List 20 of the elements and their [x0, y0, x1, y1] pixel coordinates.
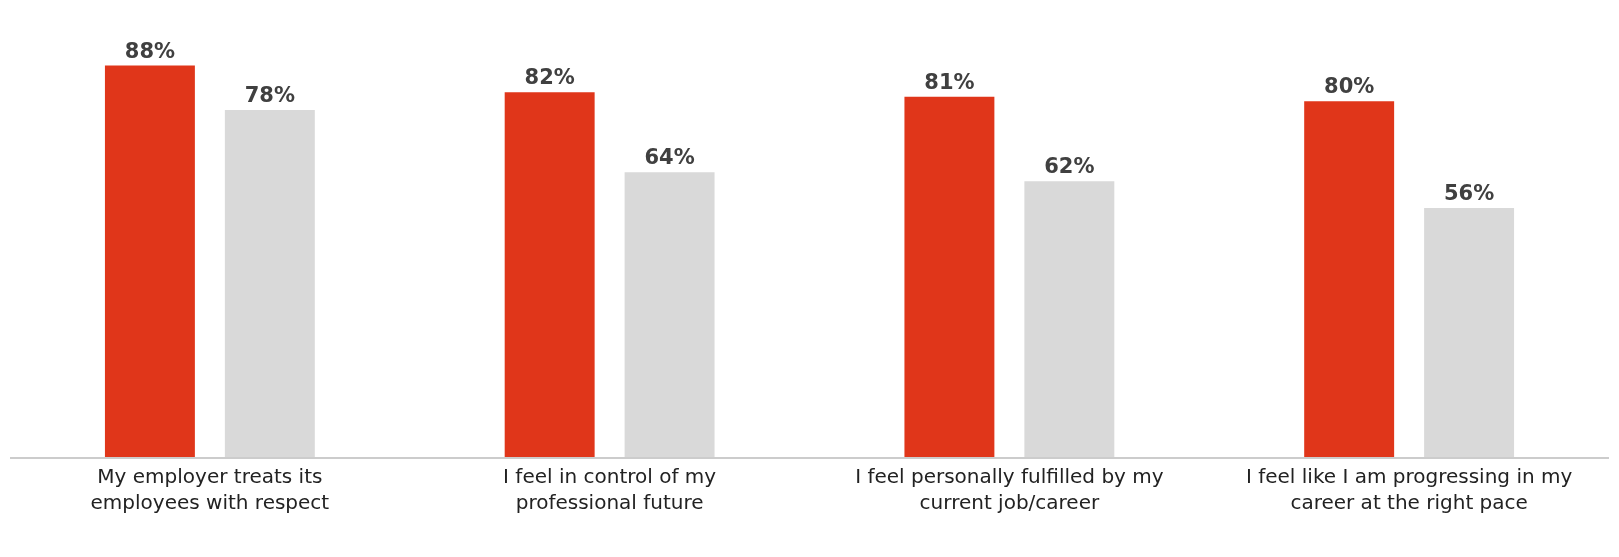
bar [224, 110, 315, 457]
bar [1304, 101, 1395, 457]
bar [1024, 181, 1115, 457]
bar [1424, 207, 1515, 457]
data-label: 82% [524, 65, 575, 90]
x-tick-label: I feel personally fulfilled by my current job/career [855, 464, 1164, 514]
bar [624, 172, 715, 457]
data-label: 88% [124, 38, 176, 63]
bar [504, 92, 595, 457]
x-tick-label: I feel like I am progressing in my career at the right pace [1245, 464, 1573, 514]
bar [904, 96, 995, 457]
data-label: 64% [644, 145, 695, 170]
bar [104, 65, 195, 457]
data-label: 56% [1443, 180, 1495, 205]
data-label: 78% [244, 83, 295, 108]
data-label: 81% [924, 69, 975, 94]
data-label: 80% [1324, 74, 1375, 99]
data-label: 62% [1044, 154, 1095, 179]
x-tick-label: I feel in control of my professional future [503, 464, 717, 514]
x-tick-label: My employer treats its employees with respect [90, 464, 330, 514]
